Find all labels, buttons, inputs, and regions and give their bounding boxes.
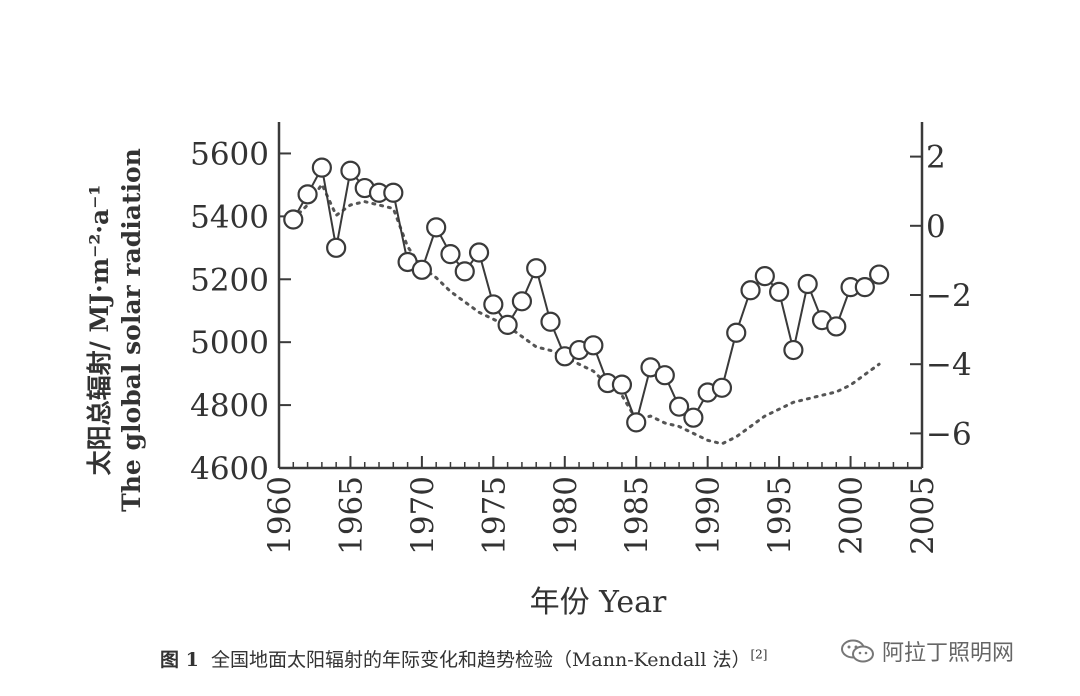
y2-tick-label: 2 [926, 140, 946, 176]
x-tick-label: 1965 [333, 476, 369, 555]
y-tick-label: 5400 [190, 199, 269, 235]
data-point [340, 160, 361, 181]
y-axis-label-cn: 太阳总辐射/ MJ·m⁻²·a⁻¹ [85, 185, 114, 476]
axis-labels: 太阳总辐射/ MJ·m⁻²·a⁻¹ The global solar radia… [85, 148, 667, 620]
axes: 4600 4800 5000 5200 5400 5600 −6 −4 −2 0 2 1960 1965… [190, 122, 972, 555]
y2-tick-label: −6 [926, 416, 972, 452]
trend-line [291, 181, 881, 446]
x-tick-label: 1995 [762, 476, 798, 555]
y-tick-label: 5000 [190, 325, 269, 361]
data-point [740, 280, 761, 301]
watermark-text: 阿拉丁照明网 [882, 641, 1015, 666]
citation-ref: [2] [750, 647, 768, 662]
x-axis-label: 年份 Year [530, 585, 667, 620]
radiation-series [283, 157, 890, 433]
data-point [468, 242, 490, 263]
data-point [754, 266, 775, 287]
data-point [854, 277, 875, 298]
y2-tick-label: −4 [926, 347, 972, 383]
x-tick-label: 2005 [905, 476, 941, 555]
x-tick-label: 1960 [262, 476, 298, 555]
data-point [497, 314, 518, 335]
chart: 4600 4800 5000 5200 5400 5600 −6 −4 −2 0 2 1960 1965… [85, 122, 972, 620]
x-tick-label: 1985 [619, 476, 655, 555]
data-point [511, 291, 533, 312]
data-point [668, 396, 690, 417]
y-tick-label: 4800 [190, 388, 269, 424]
y-tick-label: 5200 [190, 262, 269, 298]
data-point [311, 157, 332, 178]
x-tick-label: 2000 [834, 476, 870, 555]
data-point [683, 407, 704, 428]
data-point [526, 258, 547, 279]
x-tick-label: 1980 [548, 476, 584, 555]
data-point [726, 322, 747, 343]
y-axis-label-en: The global solar radiation [117, 148, 146, 512]
y-tick-label: 4600 [190, 451, 269, 487]
data-point [383, 182, 404, 203]
data-point [711, 377, 733, 398]
data-point [426, 217, 447, 238]
y-tick-label: 5600 [190, 136, 269, 172]
data-point [283, 209, 304, 230]
figure-caption: 图 1 全国地面太阳辐射的年际变化和趋势检验（Mann-Kendall 法）[2… [160, 645, 767, 672]
x-tick-label: 1990 [691, 476, 727, 555]
data-point [483, 294, 504, 315]
data-point [540, 311, 561, 332]
data-point [411, 259, 432, 280]
watermark: 阿拉丁照明网 [840, 635, 1014, 667]
x-tick-label: 1970 [405, 476, 441, 555]
data-point [611, 374, 633, 395]
figure-number: 图 1 [160, 649, 199, 671]
data-point [869, 264, 890, 285]
data-point [454, 261, 475, 282]
y2-tick-label: −2 [926, 278, 972, 314]
data-point [783, 339, 804, 361]
data-point [797, 273, 818, 295]
data-point [440, 244, 461, 265]
data-point [297, 184, 318, 205]
trend-series [291, 181, 881, 446]
figure-caption-text: 全国地面太阳辐射的年际变化和趋势检验（Mann-Kendall 法） [210, 649, 751, 671]
wechat-icon [841, 639, 874, 663]
y2-tick-label: 0 [926, 209, 946, 245]
x-tick-label: 1975 [476, 476, 512, 555]
data-point [326, 237, 347, 258]
data-point [583, 335, 604, 356]
data-point [826, 316, 847, 337]
data-point [626, 412, 647, 433]
data-point [769, 281, 790, 302]
data-point [654, 365, 675, 386]
